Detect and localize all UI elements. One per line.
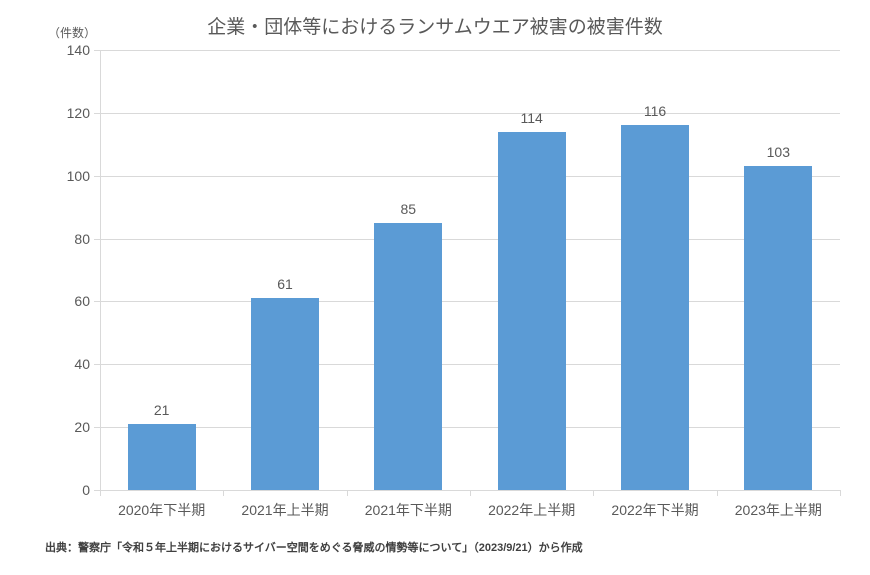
bar: 116 — [621, 125, 689, 490]
bar-value-label: 116 — [644, 103, 666, 119]
bar-value-label: 61 — [277, 276, 293, 292]
gridline — [100, 50, 840, 51]
source-note: 出典：警察庁「令和５年上半期におけるサイバー空間をめぐる脅威の情勢等について」（… — [45, 539, 583, 555]
chart-title: 企業・団体等におけるランサムウエア被害の被害件数 — [0, 12, 870, 39]
bar-value-label: 103 — [767, 144, 790, 160]
y-axis-unit: （件数） — [48, 24, 96, 41]
bar-value-label: 85 — [401, 201, 417, 217]
ytick-label: 60 — [74, 293, 90, 309]
bar: 21 — [128, 424, 196, 490]
xtick-label: 2020年下半期 — [118, 500, 205, 520]
gridline — [100, 427, 840, 428]
ytick-label: 100 — [67, 168, 90, 184]
xtick-mark — [347, 490, 348, 496]
bar-value-label: 21 — [154, 402, 170, 418]
xtick-label: 2022年上半期 — [488, 500, 575, 520]
ytick-label: 140 — [67, 42, 90, 58]
xtick-mark — [717, 490, 718, 496]
xtick-mark — [100, 490, 101, 496]
ytick-label: 80 — [74, 231, 90, 247]
xtick-label: 2021年下半期 — [365, 500, 452, 520]
xtick-label: 2021年上半期 — [241, 500, 328, 520]
xtick-label: 2022年下半期 — [611, 500, 698, 520]
bar-chart: 企業・団体等におけるランサムウエア被害の被害件数 （件数） 0204060801… — [0, 0, 870, 575]
bar: 61 — [251, 298, 319, 490]
gridline — [100, 113, 840, 114]
bar: 114 — [498, 132, 566, 490]
bar: 85 — [374, 223, 442, 490]
plot-area: 020406080100120140212020年下半期612021年上半期85… — [100, 50, 840, 490]
gridline — [100, 239, 840, 240]
gridline — [100, 176, 840, 177]
xtick-label: 2023年上半期 — [735, 500, 822, 520]
xtick-mark — [223, 490, 224, 496]
ytick-label: 120 — [67, 105, 90, 121]
ytick-label: 40 — [74, 356, 90, 372]
bar: 103 — [744, 166, 812, 490]
gridline — [100, 301, 840, 302]
xtick-mark — [840, 490, 841, 496]
y-axis-line — [100, 50, 101, 490]
ytick-label: 0 — [82, 482, 90, 498]
bar-value-label: 114 — [520, 110, 542, 126]
gridline — [100, 364, 840, 365]
ytick-label: 20 — [74, 419, 90, 435]
xtick-mark — [470, 490, 471, 496]
xtick-mark — [593, 490, 594, 496]
